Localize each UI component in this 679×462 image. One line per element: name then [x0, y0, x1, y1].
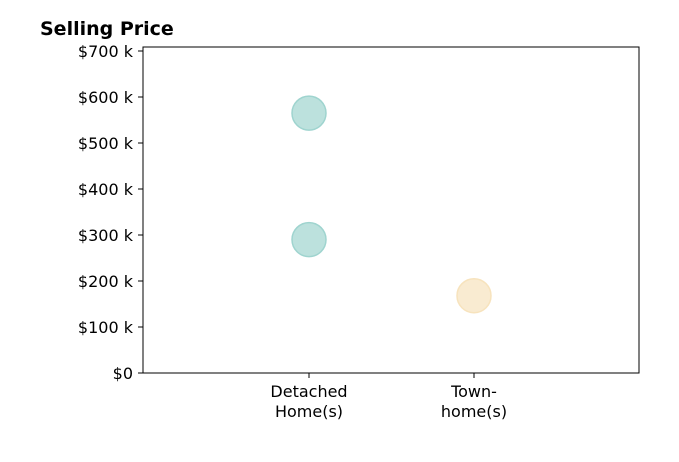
y-tick-label: $200 k: [78, 272, 134, 291]
x-tick-label: Town-: [450, 382, 497, 401]
plot-frame: [142, 46, 640, 374]
data-point: [291, 221, 327, 258]
chart-title: Selling Price: [40, 18, 174, 40]
y-tick-label: $500 k: [78, 134, 134, 153]
x-tick-label: Detached: [270, 382, 347, 401]
data-point: [456, 277, 492, 314]
y-tick-label: $700 k: [78, 42, 134, 61]
y-tick-label: $300 k: [78, 226, 134, 245]
y-tick-label: $0: [113, 364, 133, 383]
data-point: [291, 95, 327, 131]
y-tick-label: $400 k: [78, 180, 134, 199]
x-tick-label: home(s): [441, 402, 507, 421]
x-tick-label: Home(s): [275, 402, 343, 421]
y-tick-label: $100 k: [78, 318, 134, 337]
points-layer: [291, 95, 492, 314]
y-tick-label: $600 k: [78, 88, 134, 107]
y-axis: $0 $100 k $200 k $300 k $400 k $500 k $600 k $7…: [78, 42, 143, 383]
